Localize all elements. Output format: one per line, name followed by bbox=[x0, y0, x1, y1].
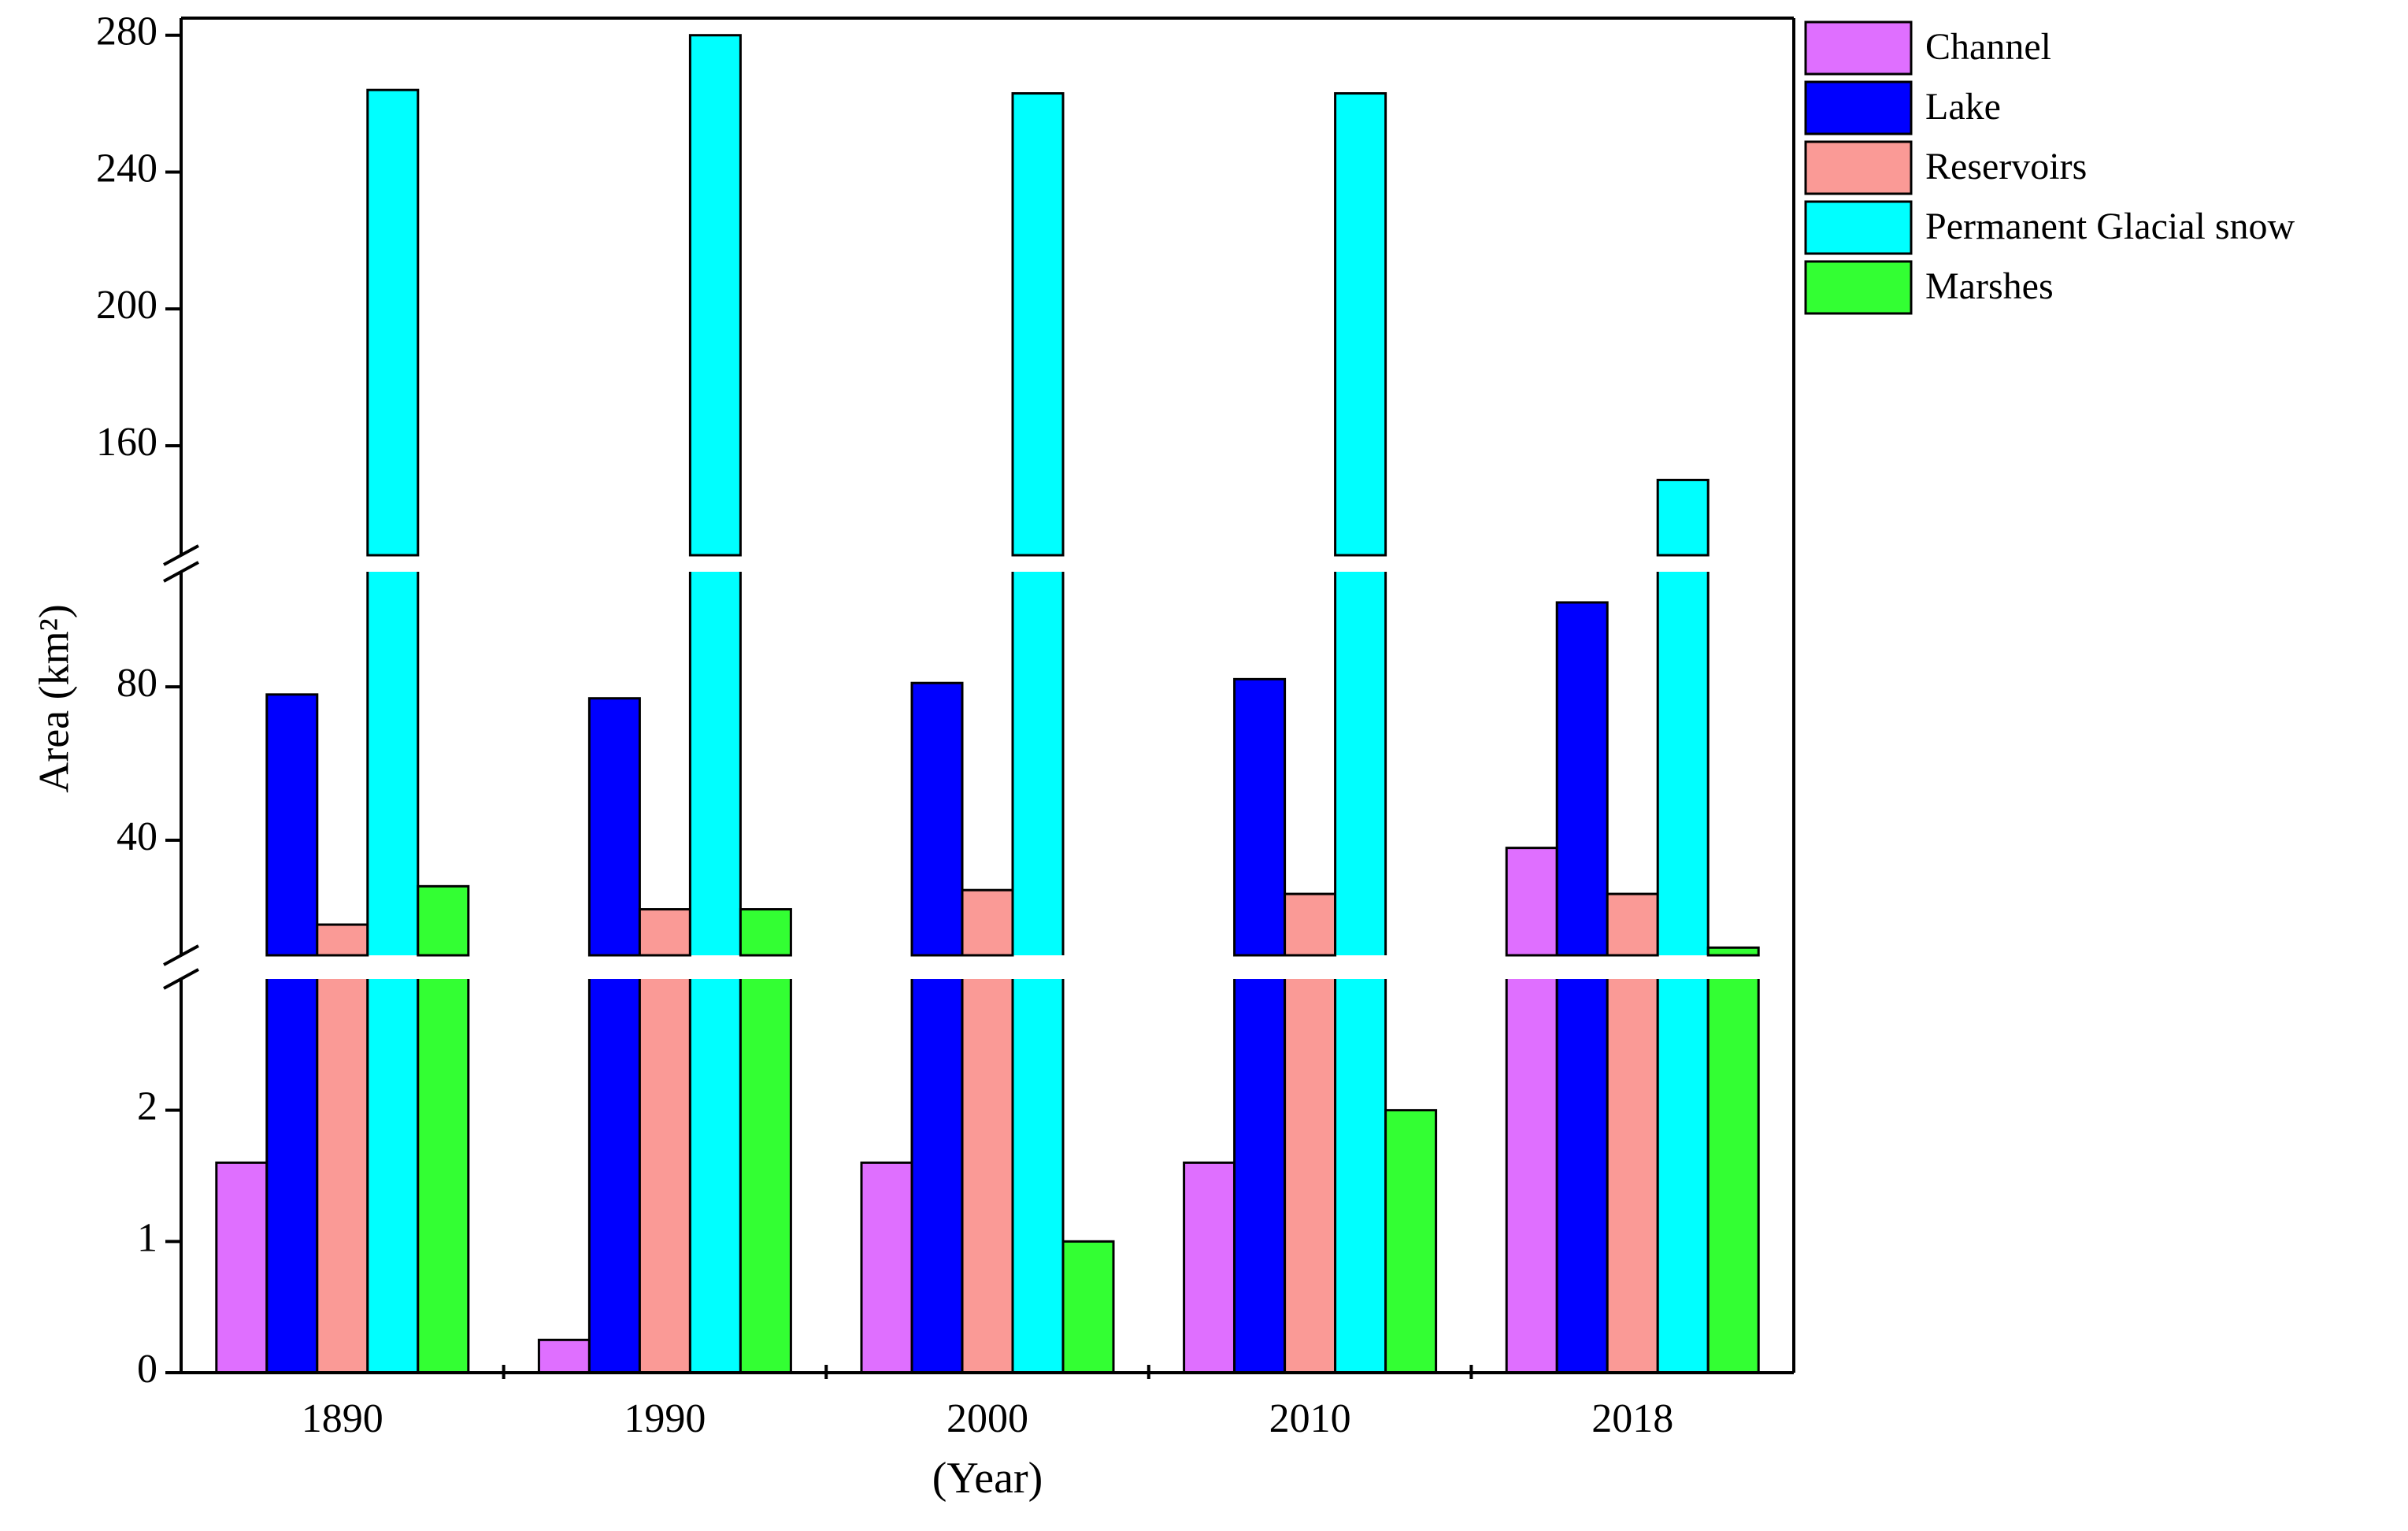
legend-swatch bbox=[1804, 200, 1913, 255]
bar bbox=[417, 884, 470, 957]
bar bbox=[1011, 92, 1065, 557]
legend-swatch bbox=[1804, 80, 1913, 135]
bar bbox=[316, 923, 369, 957]
bar bbox=[1557, 979, 1608, 1373]
bar bbox=[1335, 979, 1386, 1373]
bar bbox=[1384, 1109, 1438, 1374]
bar bbox=[690, 572, 741, 955]
y-tick-label: 280 bbox=[96, 9, 157, 54]
legend-swatch bbox=[1804, 260, 1913, 315]
bar bbox=[1658, 979, 1709, 1373]
bar bbox=[215, 1161, 269, 1374]
bar bbox=[1708, 979, 1759, 1373]
y-tick-label: 40 bbox=[117, 814, 157, 859]
bar bbox=[690, 979, 741, 1373]
bar bbox=[739, 908, 792, 957]
bar bbox=[740, 979, 791, 1373]
legend-label: Reservoirs bbox=[1925, 146, 2087, 187]
y-tick-label: 0 bbox=[137, 1347, 157, 1392]
bar bbox=[962, 979, 1013, 1373]
legend-label: Lake bbox=[1925, 86, 2001, 128]
bar bbox=[1656, 478, 1710, 557]
bar bbox=[367, 572, 418, 955]
bar bbox=[367, 979, 418, 1373]
bar bbox=[1013, 572, 1063, 955]
y-tick-label: 240 bbox=[96, 146, 157, 191]
bar bbox=[1061, 1240, 1115, 1374]
bar bbox=[1334, 92, 1387, 557]
bar bbox=[417, 979, 469, 1373]
bar bbox=[1234, 979, 1285, 1373]
x-tick-label: 1990 bbox=[624, 1396, 706, 1441]
bar bbox=[587, 697, 641, 957]
legend-swatch bbox=[1804, 20, 1913, 76]
bar bbox=[910, 681, 964, 957]
x-tick-label: 2000 bbox=[947, 1396, 1028, 1441]
legend-label: Permanent Glacial snow bbox=[1925, 206, 2295, 247]
bar bbox=[265, 693, 319, 957]
bar bbox=[1233, 677, 1287, 957]
bar bbox=[638, 908, 691, 957]
legend-label: Marshes bbox=[1925, 265, 2054, 307]
bar bbox=[1505, 847, 1558, 957]
bar bbox=[1506, 979, 1558, 1373]
bar bbox=[1284, 892, 1337, 957]
axis-break-mark bbox=[163, 544, 199, 566]
bar bbox=[1555, 601, 1609, 957]
bar bbox=[961, 888, 1014, 957]
bar bbox=[589, 979, 640, 1373]
y-tick-label: 160 bbox=[96, 420, 157, 465]
y-tick-label: 2 bbox=[137, 1084, 157, 1129]
y-axis-label: Area (km²) bbox=[30, 604, 77, 793]
y-tick-label: 200 bbox=[96, 283, 157, 328]
bar bbox=[266, 979, 317, 1373]
bar bbox=[1706, 946, 1760, 957]
x-tick-label: 2018 bbox=[1591, 1396, 1673, 1441]
bar bbox=[1335, 572, 1386, 955]
bar bbox=[1658, 572, 1709, 955]
legend-swatch bbox=[1804, 140, 1913, 195]
axis-break-mark bbox=[163, 561, 199, 583]
bar bbox=[1013, 979, 1063, 1373]
bar bbox=[912, 979, 962, 1373]
y-tick-label: 1 bbox=[137, 1215, 157, 1260]
axis-break-mark bbox=[163, 944, 199, 966]
bar bbox=[366, 88, 420, 557]
bar bbox=[860, 1161, 913, 1374]
bar bbox=[1606, 892, 1659, 957]
axis-break-mark bbox=[163, 968, 199, 990]
y-tick-label: 80 bbox=[117, 661, 157, 706]
bar bbox=[1183, 1161, 1236, 1374]
bar bbox=[537, 1338, 591, 1374]
x-tick-label: 1890 bbox=[302, 1396, 383, 1441]
bar bbox=[1284, 979, 1336, 1373]
bar bbox=[1607, 979, 1658, 1373]
x-tick-label: 2010 bbox=[1269, 1396, 1351, 1441]
bar bbox=[688, 34, 742, 557]
x-axis-label: (Year) bbox=[932, 1454, 1043, 1503]
bar bbox=[639, 979, 691, 1373]
bar bbox=[317, 979, 368, 1373]
legend-label: Channel bbox=[1925, 26, 2051, 68]
